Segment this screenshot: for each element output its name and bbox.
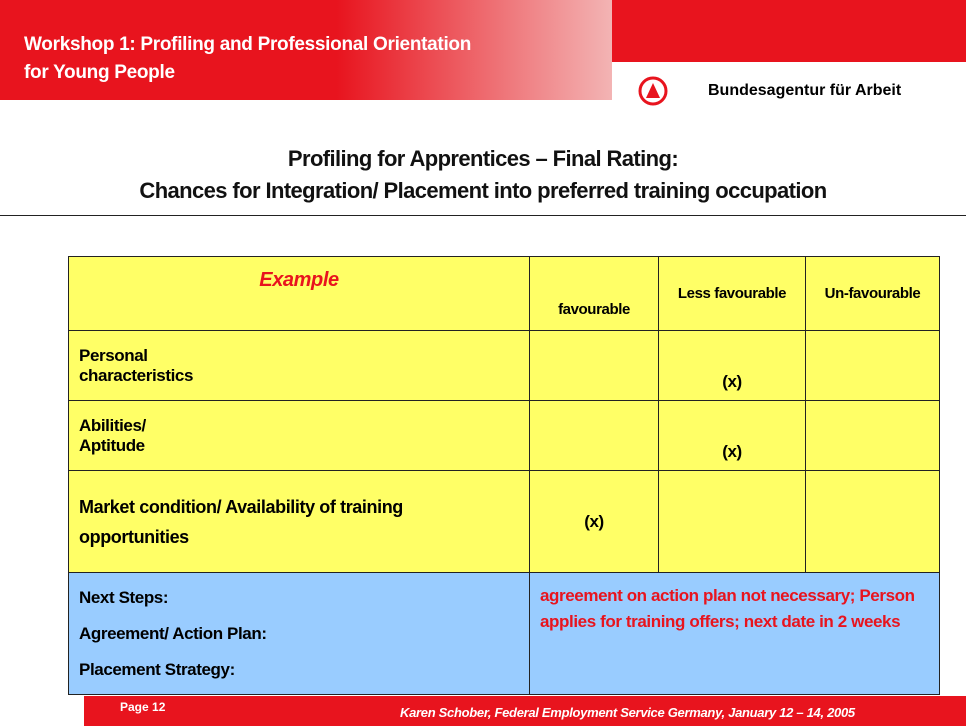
logo xyxy=(638,76,668,106)
slide-title: Chances for Integration/ Placement into … xyxy=(139,178,827,203)
cell xyxy=(529,330,659,401)
row-label: Personal characteristics xyxy=(68,330,530,401)
header-cell: Example xyxy=(68,256,530,331)
slide-title: Profiling for Apprentices – Final Rating… xyxy=(287,146,679,171)
header-title: Workshop 1: Profiling and Professional O… xyxy=(24,34,472,55)
footer-band xyxy=(84,696,966,726)
organization: Bundesagentur für Arbeit xyxy=(708,82,902,99)
cell xyxy=(529,400,659,471)
row: Abilities/ Aptitude (x) xyxy=(68,400,940,471)
row: Next Steps: Agreement/ Action Plan: Plac… xyxy=(68,572,940,695)
row: Market condition/ Availability of traini… xyxy=(68,470,940,573)
header-cell: favourable xyxy=(529,256,659,331)
header-cell: Un-favourable xyxy=(805,256,940,331)
cell xyxy=(658,470,806,573)
next-steps-label: Next Steps: xyxy=(79,587,169,607)
cell xyxy=(805,400,940,471)
header-cell: Less favourable xyxy=(658,256,806,331)
next-steps-text: agreement on action plan not necessary; … xyxy=(529,572,940,695)
header-box xyxy=(0,0,612,100)
rule xyxy=(0,215,966,216)
cell: (x) xyxy=(658,330,806,401)
cell: (x) xyxy=(658,400,806,471)
page-number: Page 12 xyxy=(120,700,166,714)
row: Personal characteristics (x) xyxy=(68,330,940,401)
row-label: Market condition/ Availability of traini… xyxy=(68,470,530,573)
footer-credit: Karen Schober, Federal Employment Servic… xyxy=(400,705,855,720)
logo-area xyxy=(612,62,966,122)
row-label: Abilities/ Aptitude xyxy=(68,400,530,471)
next-steps-label: Agreement/ Action Plan: xyxy=(79,623,267,643)
next-steps-label: Placement Strategy: xyxy=(79,659,235,679)
cell xyxy=(805,470,940,573)
header-title: for Young People xyxy=(24,62,175,83)
rating-table: Example favourable Less favourable Un-fa… xyxy=(68,256,940,695)
cell: (x) xyxy=(529,470,659,573)
cell xyxy=(805,330,940,401)
